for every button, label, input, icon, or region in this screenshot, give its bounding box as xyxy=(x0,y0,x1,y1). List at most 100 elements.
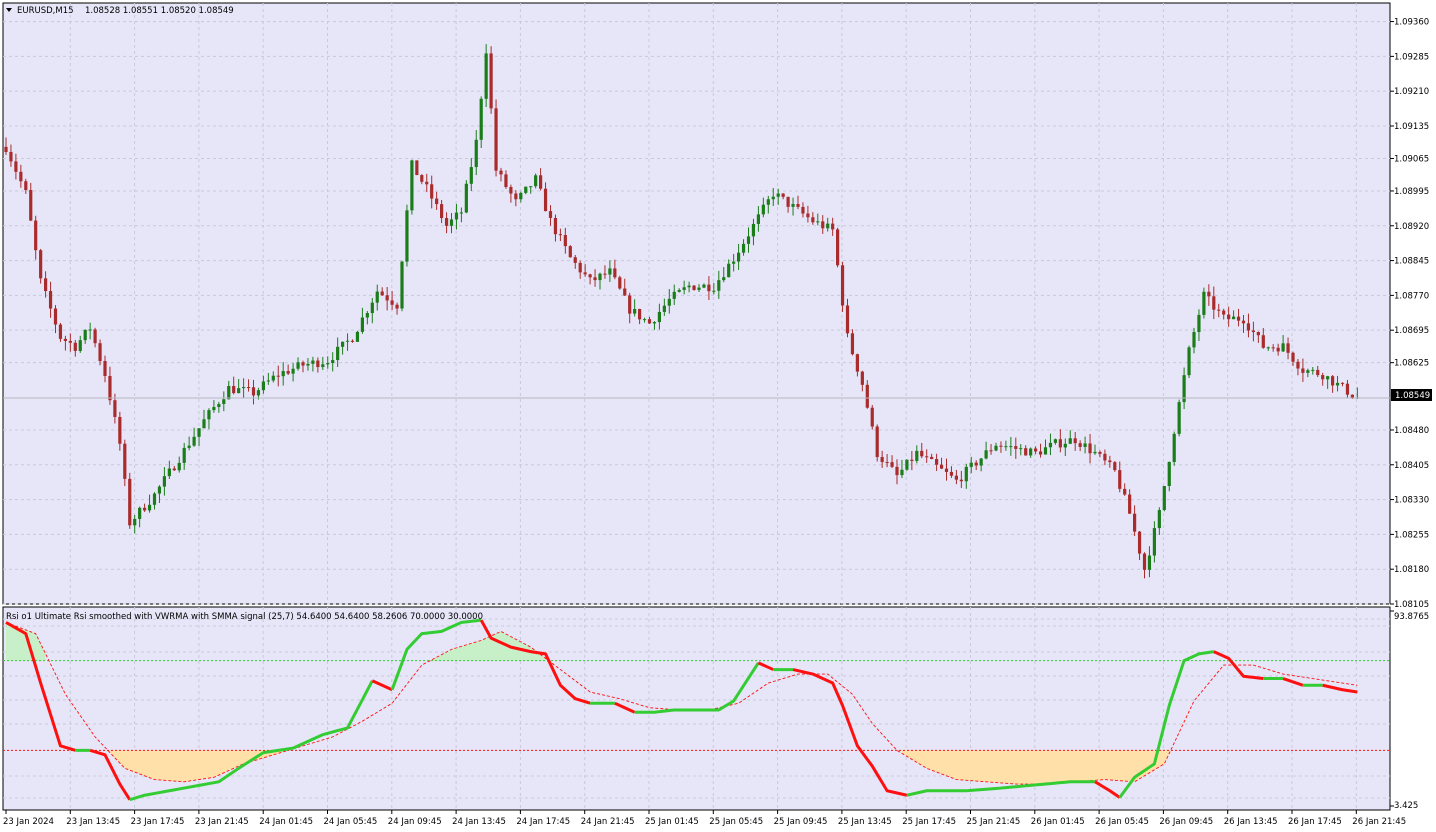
candle xyxy=(1009,436,1013,456)
candle xyxy=(553,214,558,242)
time-tick-label: 23 Jan 21:45 xyxy=(195,817,249,827)
candle xyxy=(979,458,983,472)
candle xyxy=(1083,436,1087,454)
candle xyxy=(1162,485,1166,512)
candle xyxy=(529,185,533,194)
time-tick-label: 23 Jan 13:45 xyxy=(66,817,120,827)
candle xyxy=(895,459,899,485)
collapse-triangle-icon[interactable] xyxy=(6,8,12,12)
candle xyxy=(573,254,577,269)
rsi-line xyxy=(634,662,760,714)
candle xyxy=(910,450,914,471)
rsi-line xyxy=(792,668,908,797)
candle xyxy=(227,380,231,400)
candle xyxy=(1137,530,1142,561)
candle xyxy=(177,456,181,473)
candle xyxy=(692,284,696,291)
candle xyxy=(1128,489,1132,514)
candle xyxy=(1335,375,1340,392)
candle xyxy=(88,322,92,340)
indicator-axis xyxy=(1390,610,1394,807)
candle xyxy=(167,460,171,479)
candle xyxy=(870,404,874,430)
candle xyxy=(291,363,295,382)
candle xyxy=(959,470,963,488)
price-tick-label: 1.08255 xyxy=(1394,530,1429,540)
candle xyxy=(370,297,374,324)
candle xyxy=(722,267,726,283)
candle xyxy=(271,371,275,383)
price-tick-label: 1.09135 xyxy=(1394,122,1429,132)
candle xyxy=(687,281,691,293)
candle xyxy=(1311,367,1315,375)
candle xyxy=(207,408,211,430)
candle xyxy=(63,335,67,351)
candle xyxy=(875,424,879,462)
candle xyxy=(202,409,206,429)
candle xyxy=(326,356,330,369)
candle xyxy=(1073,431,1077,451)
rsi-line xyxy=(1094,780,1121,799)
candle xyxy=(1019,444,1023,456)
candle xyxy=(1207,284,1211,306)
candle xyxy=(1340,382,1345,387)
candle xyxy=(444,212,449,234)
indicator-lines xyxy=(5,618,1358,802)
candle xyxy=(281,362,285,386)
candle xyxy=(78,335,82,353)
candle xyxy=(1093,444,1097,455)
candle xyxy=(920,442,924,459)
main-chart-pane[interactable] xyxy=(2,2,1391,605)
candle xyxy=(1043,439,1048,455)
candle xyxy=(138,506,142,528)
current-price-badge xyxy=(1391,389,1432,401)
time-tick-label: 23 Jan 17:45 xyxy=(131,817,185,827)
candle xyxy=(568,245,572,258)
time-tick-label: 26 Jan 05:45 xyxy=(1095,817,1149,827)
candle xyxy=(454,203,459,230)
candle xyxy=(949,466,954,478)
candle xyxy=(707,276,711,301)
candle xyxy=(152,492,157,510)
symbol-title: EURUSD,M15 xyxy=(17,6,74,16)
candle xyxy=(449,212,454,234)
candle xyxy=(796,195,800,210)
candle xyxy=(103,355,107,383)
candle xyxy=(360,307,364,334)
candle xyxy=(845,298,850,338)
candle xyxy=(702,283,706,289)
candle xyxy=(1133,505,1137,537)
candle xyxy=(286,364,290,376)
candle xyxy=(1113,461,1117,472)
candle xyxy=(850,329,855,356)
time-tick-label: 26 Jan 13:45 xyxy=(1224,817,1278,827)
candle xyxy=(984,441,988,460)
rsi-line xyxy=(1213,650,1264,681)
candle xyxy=(1227,306,1231,327)
candle xyxy=(39,248,43,284)
candle xyxy=(93,327,97,348)
candle xyxy=(672,284,676,306)
candle xyxy=(316,357,320,373)
rsi-line xyxy=(614,701,636,714)
time-tick-label: 26 Jan 01:45 xyxy=(1031,817,1085,827)
candle xyxy=(494,99,498,177)
price-tick-label: 1.09210 xyxy=(1394,87,1429,97)
candle xyxy=(1142,552,1147,579)
rsi-line xyxy=(89,748,132,801)
price-tick-label: 1.08180 xyxy=(1394,565,1429,575)
candle xyxy=(242,378,246,399)
candle xyxy=(479,96,483,148)
candle xyxy=(157,485,162,503)
candle xyxy=(1172,431,1176,466)
candle xyxy=(143,503,147,512)
candle xyxy=(1202,287,1206,319)
time-tick-label: 26 Jan 21:45 xyxy=(1352,817,1406,827)
candle xyxy=(48,281,53,318)
candle xyxy=(1286,337,1290,360)
main-grid xyxy=(3,3,1390,605)
candle xyxy=(712,282,716,295)
candle xyxy=(4,137,8,155)
candle xyxy=(543,182,548,212)
